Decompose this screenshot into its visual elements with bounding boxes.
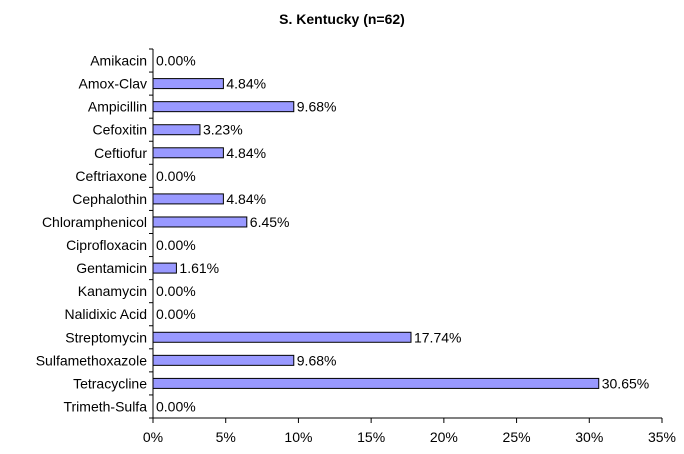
x-tick-label: 20% [430, 429, 458, 445]
axes [149, 48, 663, 423]
chart-title: S. Kentucky (n=62) [279, 11, 405, 27]
category-label: Amox-Clav [79, 76, 147, 92]
value-label: 3.23% [203, 122, 243, 138]
category-label: Ceftriaxone [75, 168, 147, 184]
value-labels: 0.00% 4.84% 9.68% 3.23% 4.84% 0.00% 4.84% 6.45%… [156, 53, 649, 415]
category-label: Cephalothin [72, 191, 147, 207]
bar [152, 101, 295, 113]
category-label: Trimeth-Sulfa [63, 398, 147, 414]
x-tick-label: 25% [503, 429, 531, 445]
bar [152, 331, 412, 343]
value-label: 0.00% [156, 53, 196, 69]
value-label: 6.45% [250, 214, 290, 230]
value-label: 0.00% [156, 283, 196, 299]
bar [152, 377, 600, 389]
category-label: Sulfamethoxazole [36, 352, 148, 368]
bar [152, 354, 295, 366]
bar [152, 78, 224, 90]
category-label: Cefoxitin [93, 122, 147, 138]
category-label: Streptomycin [65, 329, 147, 345]
value-label: 4.84% [226, 145, 266, 161]
bar [152, 124, 201, 136]
x-tick-label: 10% [284, 429, 312, 445]
bar [152, 147, 224, 159]
value-label: 4.84% [226, 76, 266, 92]
category-label: Ciprofloxacin [66, 237, 147, 253]
value-label: 4.84% [226, 191, 266, 207]
x-tick-label: 15% [357, 429, 385, 445]
value-label: 9.68% [297, 352, 337, 368]
x-tick-label: 0% [143, 429, 163, 445]
value-label: 0.00% [156, 237, 196, 253]
bar [152, 262, 177, 274]
value-label: 17.74% [414, 329, 461, 345]
x-tick-labels: 0% 5% 10% 15% 20% 25% 30% 35% [143, 429, 676, 445]
value-label: 9.68% [297, 99, 337, 115]
category-label: Kanamycin [78, 283, 147, 299]
category-labels: Amikacin Amox-Clav Ampicillin Cefoxitin Ceft… [36, 53, 148, 415]
x-tick-label: 5% [216, 429, 236, 445]
category-label: Gentamicin [76, 260, 147, 276]
category-label: Chloramphenicol [42, 214, 147, 230]
value-label: 0.00% [156, 306, 196, 322]
x-tick-label: 30% [575, 429, 603, 445]
category-label: Nalidixic Acid [65, 306, 147, 322]
x-tick-label: 35% [648, 429, 676, 445]
category-label: Tetracycline [73, 375, 147, 391]
value-label: 30.65% [602, 375, 649, 391]
bar [152, 216, 248, 228]
value-label: 1.61% [179, 260, 219, 276]
value-label: 0.00% [156, 168, 196, 184]
bar [152, 193, 224, 205]
value-label: 0.00% [156, 398, 196, 414]
category-label: Amikacin [90, 53, 147, 69]
category-label: Ampicillin [88, 99, 147, 115]
category-label: Ceftiofur [94, 145, 147, 161]
